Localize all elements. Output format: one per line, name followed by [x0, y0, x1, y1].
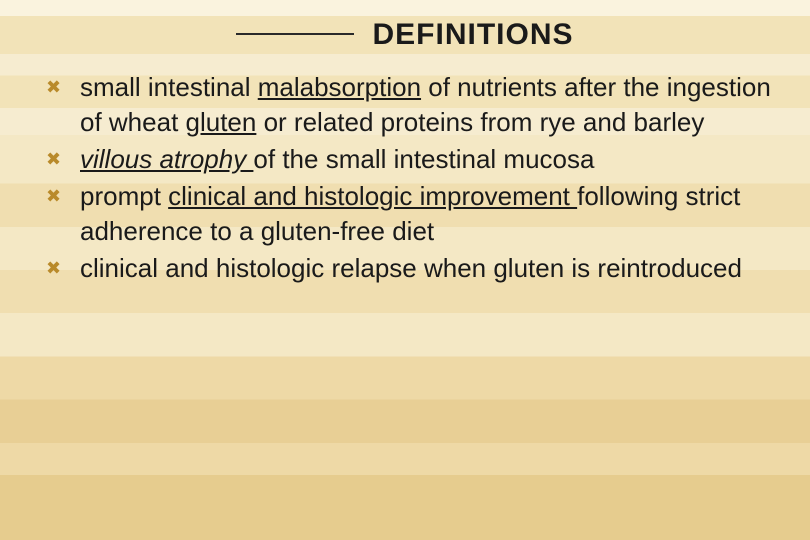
text-run: clinical and histologic relapse when glu…	[80, 253, 742, 283]
text-run: clinical and histologic improvement	[168, 181, 577, 211]
bullet-list: small intestinal malabsorption of nutrie…	[46, 70, 772, 287]
title-row: DEFINITIONS	[18, 12, 792, 70]
text-run: prompt	[80, 181, 168, 211]
text-run: or related proteins from rye and barley	[256, 107, 704, 137]
bullet-item: villous atrophy of the small intestinal …	[46, 142, 772, 177]
title-rule	[236, 33, 354, 35]
text-run: gluten	[186, 107, 257, 137]
slide-body: small intestinal malabsorption of nutrie…	[18, 70, 792, 287]
text-run: small intestinal	[80, 72, 258, 102]
text-run: of the small intestinal mucosa	[253, 144, 594, 174]
bullet-item: small intestinal malabsorption of nutrie…	[46, 70, 772, 140]
text-run: villous atrophy	[80, 144, 253, 174]
slide: DEFINITIONS small intestinal malabsorpti…	[0, 0, 810, 540]
text-run: malabsorption	[258, 72, 421, 102]
bullet-item: clinical and histologic relapse when glu…	[46, 251, 772, 286]
slide-title: DEFINITIONS	[372, 18, 573, 52]
bullet-item: prompt clinical and histologic improveme…	[46, 179, 772, 249]
